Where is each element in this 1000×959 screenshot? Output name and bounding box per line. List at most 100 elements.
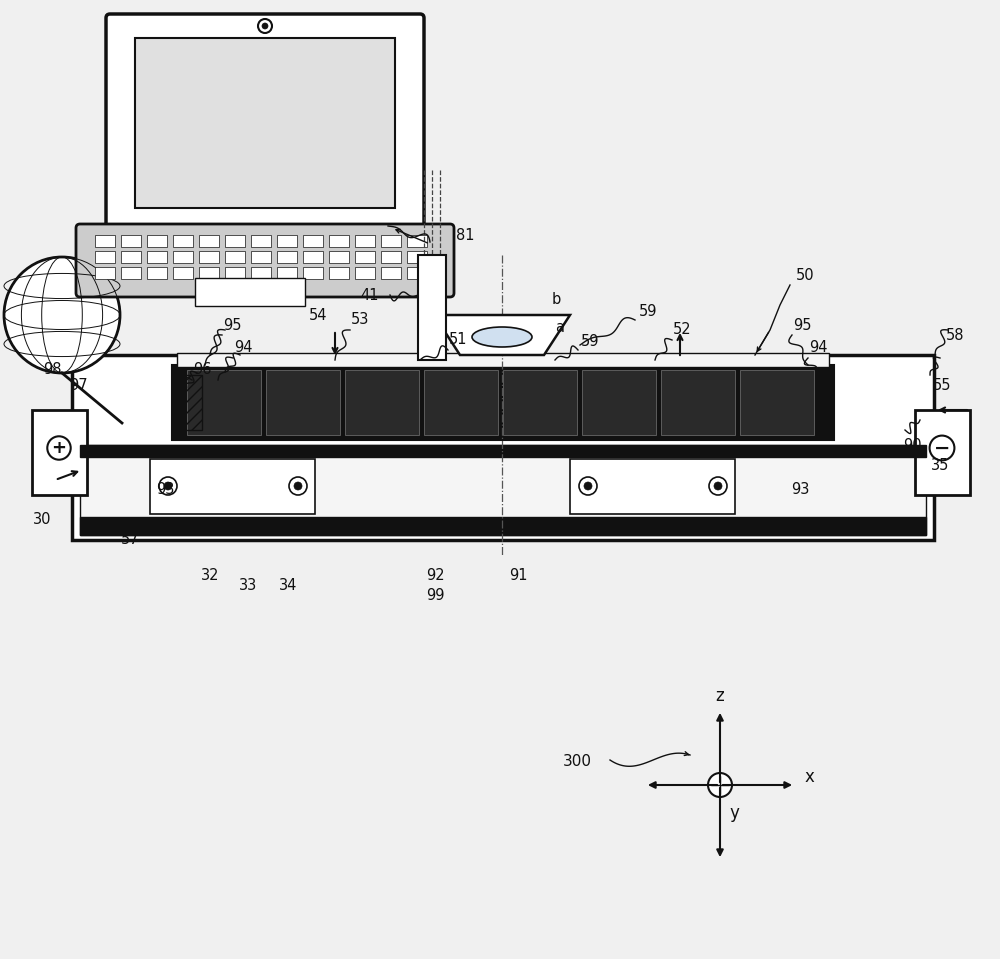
Bar (381, 267, 401, 279)
Text: 34: 34 (279, 577, 297, 593)
Bar (95, 251, 115, 263)
Text: 99: 99 (426, 588, 444, 602)
Text: 92: 92 (426, 568, 444, 582)
Bar (266, 370, 340, 435)
Bar (177, 353, 829, 367)
Bar (225, 235, 245, 247)
Bar (172, 365, 834, 440)
Bar (570, 459, 735, 514)
Bar (251, 251, 271, 263)
Bar (199, 251, 219, 263)
Text: x: x (804, 768, 814, 786)
Bar (121, 251, 141, 263)
Text: 93: 93 (791, 482, 809, 498)
Bar (173, 267, 193, 279)
Text: 97: 97 (69, 378, 87, 392)
Text: 59: 59 (639, 305, 657, 319)
Ellipse shape (472, 327, 532, 347)
Circle shape (289, 477, 307, 495)
Text: y: y (729, 804, 739, 822)
Text: 94: 94 (234, 340, 252, 356)
Bar (303, 235, 323, 247)
Bar (147, 267, 167, 279)
Bar (172, 375, 202, 430)
Text: 93: 93 (156, 482, 174, 498)
Circle shape (159, 477, 177, 495)
Bar (345, 370, 419, 435)
Circle shape (709, 477, 727, 495)
Bar (277, 251, 297, 263)
Bar (150, 459, 315, 514)
Bar (173, 251, 193, 263)
Text: 98: 98 (43, 363, 61, 378)
Text: 95: 95 (793, 317, 811, 333)
Polygon shape (434, 315, 570, 355)
Bar (407, 251, 427, 263)
Text: 32: 32 (201, 568, 219, 582)
Text: z: z (716, 687, 724, 705)
Bar (503, 370, 577, 435)
Bar (915, 410, 970, 495)
Bar (277, 267, 297, 279)
Bar (424, 370, 498, 435)
Text: 59: 59 (581, 335, 599, 349)
Text: 81: 81 (456, 228, 474, 244)
Bar (225, 267, 245, 279)
Bar (251, 235, 271, 247)
Circle shape (579, 477, 597, 495)
Bar (32, 410, 87, 495)
Text: 51: 51 (449, 333, 467, 347)
Text: 94: 94 (809, 340, 827, 356)
Text: 53: 53 (351, 313, 369, 328)
Bar (95, 267, 115, 279)
Bar (199, 267, 219, 279)
Text: 95: 95 (223, 317, 241, 333)
Bar (303, 251, 323, 263)
Bar (80, 517, 926, 535)
Bar (582, 370, 656, 435)
Bar (195, 278, 305, 306)
Bar (173, 235, 193, 247)
Circle shape (294, 482, 302, 490)
Text: 30: 30 (33, 512, 51, 527)
Text: 58: 58 (946, 328, 964, 342)
Bar (135, 38, 395, 208)
Circle shape (584, 482, 592, 490)
Text: 50: 50 (796, 268, 814, 283)
Circle shape (708, 773, 732, 797)
Bar (355, 251, 375, 263)
Bar (407, 267, 427, 279)
Text: −: − (934, 438, 950, 457)
Text: 52: 52 (673, 322, 691, 338)
Bar (418, 255, 446, 360)
Bar (329, 267, 349, 279)
Text: 300: 300 (562, 755, 592, 769)
Text: 55: 55 (933, 378, 951, 392)
Bar (80, 445, 926, 457)
Bar (303, 267, 323, 279)
Bar (277, 235, 297, 247)
Bar (80, 445, 926, 535)
Bar (121, 235, 141, 247)
Text: 33: 33 (239, 577, 257, 593)
Bar (329, 235, 349, 247)
Text: 90: 90 (903, 437, 921, 453)
Text: a: a (556, 320, 564, 336)
Circle shape (714, 482, 722, 490)
Bar (72, 355, 934, 540)
Circle shape (258, 19, 272, 33)
Bar (95, 235, 115, 247)
Bar (661, 370, 735, 435)
Bar (225, 251, 245, 263)
Text: b: b (551, 292, 561, 308)
Text: 41: 41 (361, 288, 379, 302)
Bar (199, 235, 219, 247)
FancyBboxPatch shape (76, 224, 454, 297)
Text: 91: 91 (509, 568, 527, 582)
Bar (147, 235, 167, 247)
Circle shape (4, 257, 120, 373)
Bar (121, 267, 141, 279)
Bar (407, 235, 427, 247)
Bar (355, 267, 375, 279)
Bar (740, 370, 814, 435)
